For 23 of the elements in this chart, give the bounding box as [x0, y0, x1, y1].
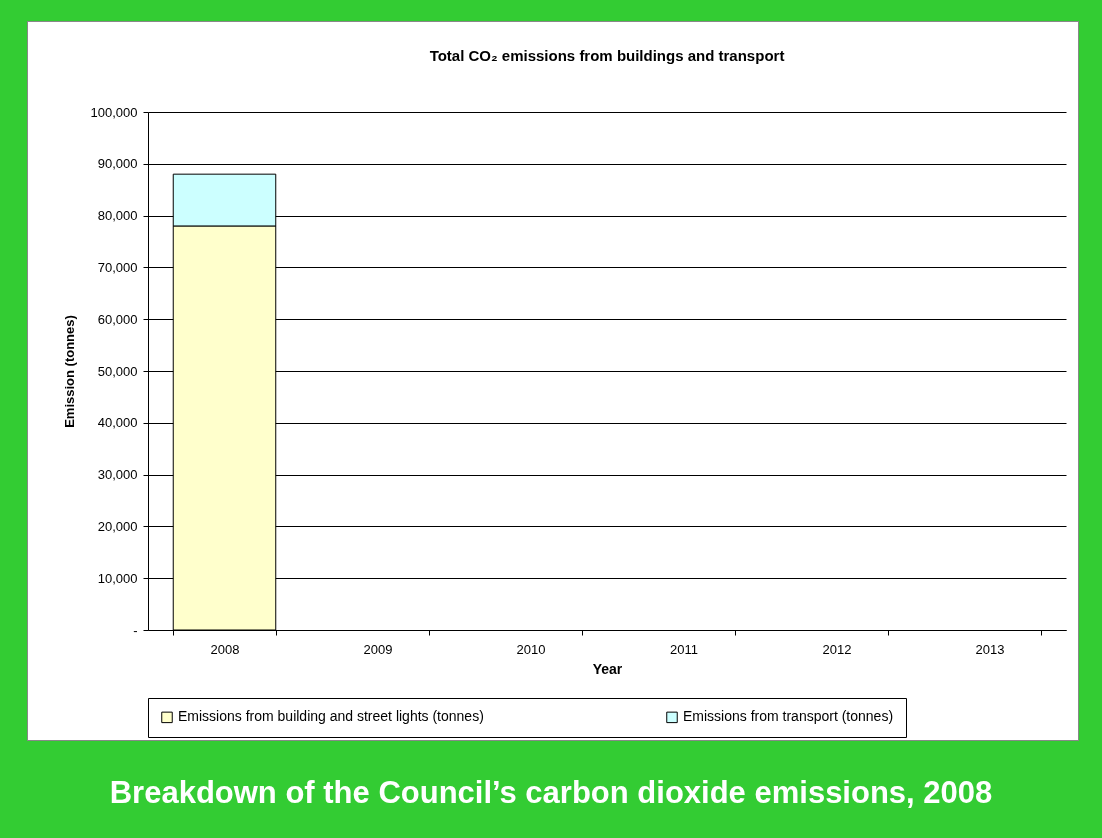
- y-tick-label: -: [133, 622, 138, 638]
- x-tick-label: 2010: [516, 641, 546, 657]
- y-tick-label: 20,000: [97, 518, 138, 534]
- x-axis-title: Year: [592, 660, 623, 677]
- y-tick-label: 60,000: [97, 311, 138, 327]
- x-tick-label: 2012: [822, 641, 852, 657]
- y-tick-label: 70,000: [97, 259, 138, 275]
- text: Breakdown of the Council’s carbon dioxide emissions, 2008: [108, 775, 994, 811]
- x-tick-label: 2009: [363, 641, 393, 657]
- legend-label: Emissions from building and street lights (tonnes): [178, 708, 484, 725]
- x-tick-label: 2013: [975, 641, 1005, 657]
- legend-label: Emissions from transport (tonnes): [683, 708, 894, 725]
- x-tick-label: 2008: [210, 641, 240, 657]
- y-tick-label: 50,000: [97, 363, 138, 379]
- y-tick-label: 10,000: [97, 570, 138, 586]
- y-tick-label: 100,000: [90, 104, 138, 120]
- x-tick-label: 2011: [670, 641, 698, 657]
- y-axis-title: Emission (tonnes): [61, 315, 77, 428]
- y-tick-label: 40,000: [97, 415, 138, 431]
- y-tick-label: 90,000: [97, 156, 138, 172]
- chart-title: Total CO₂ emissions from buildings and transport: [429, 47, 785, 64]
- y-tick-label: 30,000: [97, 467, 138, 483]
- y-tick-label: 80,000: [97, 208, 138, 224]
